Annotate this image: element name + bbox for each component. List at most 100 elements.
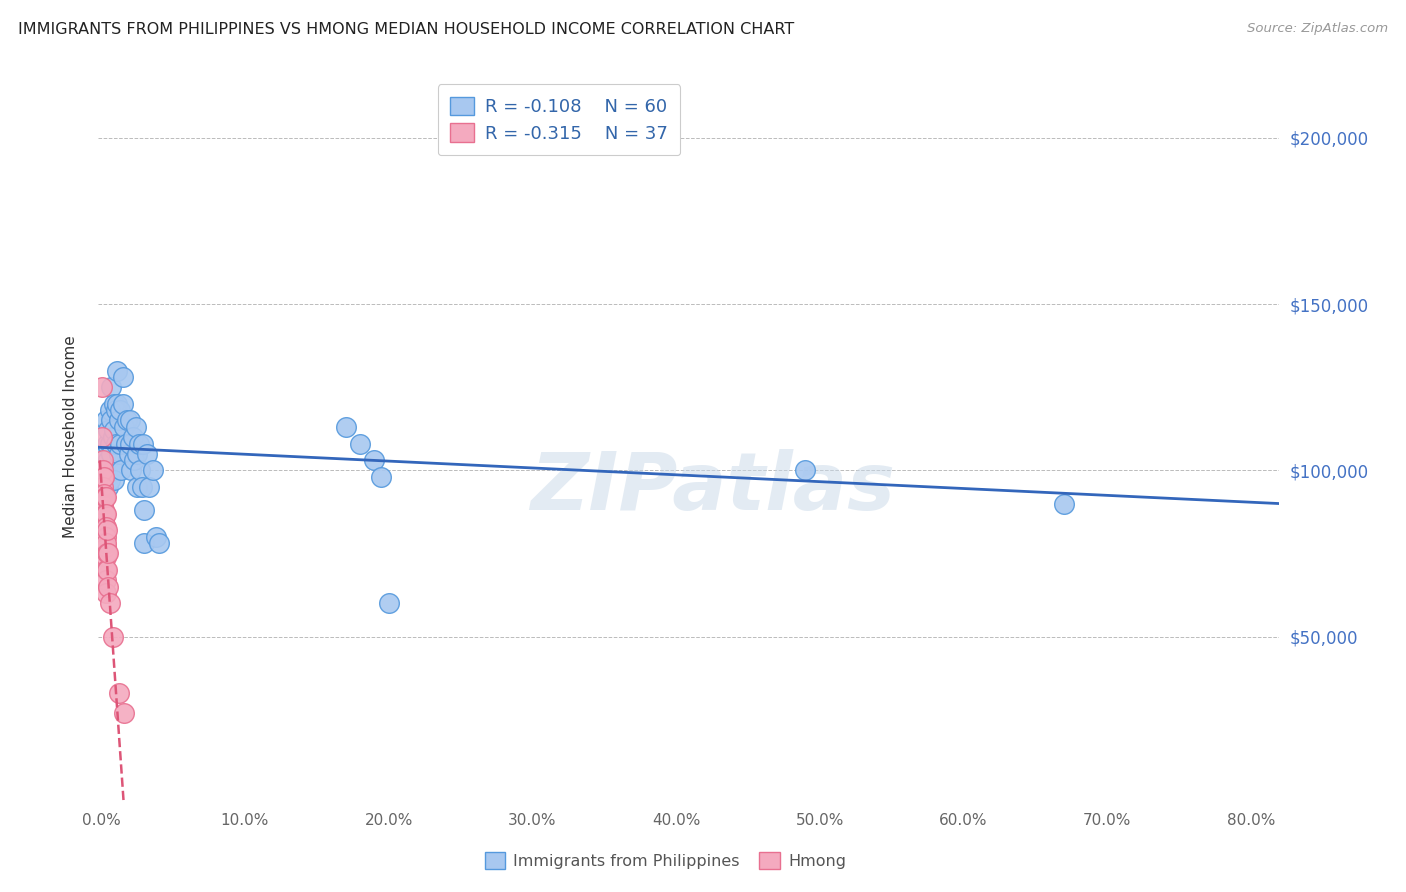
Text: ZIPatlas: ZIPatlas (530, 450, 896, 527)
Point (377, 596, 399, 610)
Point (103, 397, 125, 411)
Point (96, 523, 118, 537)
Point (104, 436, 127, 450)
Point (111, 397, 134, 411)
Point (97, 453, 120, 467)
Point (97, 580, 120, 594)
Point (103, 424, 125, 438)
Point (125, 420, 148, 434)
Point (93, 523, 115, 537)
Point (148, 536, 170, 550)
Point (103, 473, 125, 487)
Point (335, 420, 357, 434)
Point (94, 540, 117, 554)
Text: IMMIGRANTS FROM PHILIPPINES VS HMONG MEDIAN HOUSEHOLD INCOME CORRELATION CHART: IMMIGRANTS FROM PHILIPPINES VS HMONG MED… (18, 22, 794, 37)
Point (122, 430, 145, 444)
Point (101, 430, 124, 444)
Point (98, 436, 121, 450)
Point (124, 453, 146, 467)
Point (93, 513, 115, 527)
Point (93, 497, 115, 511)
Point (94, 586, 117, 600)
Point (128, 436, 150, 450)
Point (370, 470, 392, 484)
Point (94, 507, 117, 521)
Point (138, 480, 160, 494)
Point (112, 706, 135, 720)
Point (142, 463, 165, 477)
Y-axis label: Median Household Income: Median Household Income (63, 335, 77, 539)
Point (363, 453, 385, 467)
Point (101, 463, 124, 477)
Point (112, 420, 135, 434)
Point (349, 436, 371, 450)
Point (117, 447, 139, 461)
Point (105, 397, 128, 411)
Point (94, 563, 117, 577)
Point (98, 473, 121, 487)
Point (94, 520, 117, 534)
Point (93, 536, 115, 550)
Point (107, 413, 129, 427)
Point (98, 596, 121, 610)
Point (93, 503, 115, 517)
Point (94, 530, 117, 544)
Point (104, 403, 127, 417)
Point (129, 463, 152, 477)
Point (91, 470, 114, 484)
Point (111, 370, 134, 384)
Point (94, 490, 117, 504)
Point (118, 436, 141, 450)
Point (93, 486, 115, 500)
Point (107, 686, 129, 700)
Point (91, 486, 114, 500)
Point (91, 453, 114, 467)
Point (132, 436, 155, 450)
Point (108, 403, 131, 417)
Point (93, 480, 115, 494)
Point (134, 536, 156, 550)
Point (94, 490, 117, 504)
Point (94, 507, 117, 521)
Point (94, 549, 117, 564)
Point (100, 447, 122, 461)
Point (134, 503, 156, 517)
Point (94, 447, 117, 461)
Point (118, 413, 141, 427)
Point (105, 363, 128, 377)
Point (97, 546, 120, 560)
Point (100, 380, 122, 394)
Point (114, 436, 136, 450)
Point (136, 447, 159, 461)
Point (96, 546, 118, 560)
Point (131, 480, 153, 494)
Point (96, 563, 118, 577)
Point (1053, 497, 1076, 511)
Point (97, 424, 120, 438)
Point (98, 403, 121, 417)
Point (96, 436, 118, 450)
Point (93, 470, 115, 484)
Point (94, 523, 117, 537)
Point (94, 413, 117, 427)
Point (93, 463, 115, 477)
Point (108, 436, 131, 450)
Point (97, 480, 120, 494)
Point (127, 480, 149, 494)
Point (91, 503, 114, 517)
Text: Source: ZipAtlas.com: Source: ZipAtlas.com (1247, 22, 1388, 36)
Point (96, 536, 118, 550)
Point (100, 413, 122, 427)
Point (145, 530, 167, 544)
Point (101, 630, 124, 644)
Point (127, 447, 149, 461)
Point (94, 573, 117, 587)
Point (110, 463, 132, 477)
Point (107, 447, 129, 461)
Point (91, 430, 114, 444)
Point (115, 413, 138, 427)
Point (91, 380, 114, 394)
Point (96, 470, 118, 484)
Point (93, 463, 115, 477)
Point (794, 463, 817, 477)
